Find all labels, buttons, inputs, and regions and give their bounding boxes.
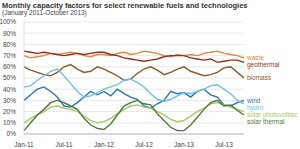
svg-text:Jul-12: Jul-12: [135, 141, 153, 148]
svg-text:40%: 40%: [8, 86, 16, 93]
svg-text:70%: 70%: [8, 52, 16, 59]
svg-text:60%: 60%: [8, 63, 16, 70]
svg-text:20%: 20%: [8, 108, 16, 115]
svg-text:90%: 90%: [8, 30, 16, 37]
svg-text:30%: 30%: [8, 97, 16, 104]
svg-text:solar thermal: solar thermal: [247, 118, 285, 125]
svg-text:geothermal: geothermal: [247, 61, 280, 69]
svg-text:Jul-13: Jul-13: [215, 141, 233, 148]
svg-text:100%: 100%: [8, 18, 16, 25]
svg-text:biomass: biomass: [247, 74, 272, 81]
svg-text:waste: waste: [246, 54, 264, 61]
svg-text:50%: 50%: [8, 74, 16, 81]
svg-text:Jan-11: Jan-11: [14, 141, 34, 148]
svg-text:wind: wind: [246, 97, 261, 104]
html-text:(January 2011-October 2013): (January 2011-October 2013): [2, 9, 87, 16]
svg-text:0%: 0%: [8, 130, 16, 137]
svg-text:Jan-12: Jan-12: [94, 141, 114, 148]
html-text:Monthly capacity factors for s: Monthly capacity factors for select rene…: [2, 1, 248, 10]
svg-text:Jan-13: Jan-13: [174, 141, 194, 148]
svg-text:hydro: hydro: [247, 103, 264, 111]
svg-text:Jul-11: Jul-11: [55, 141, 73, 148]
svg-text:10%: 10%: [8, 119, 16, 126]
svg-text:80%: 80%: [8, 41, 16, 48]
